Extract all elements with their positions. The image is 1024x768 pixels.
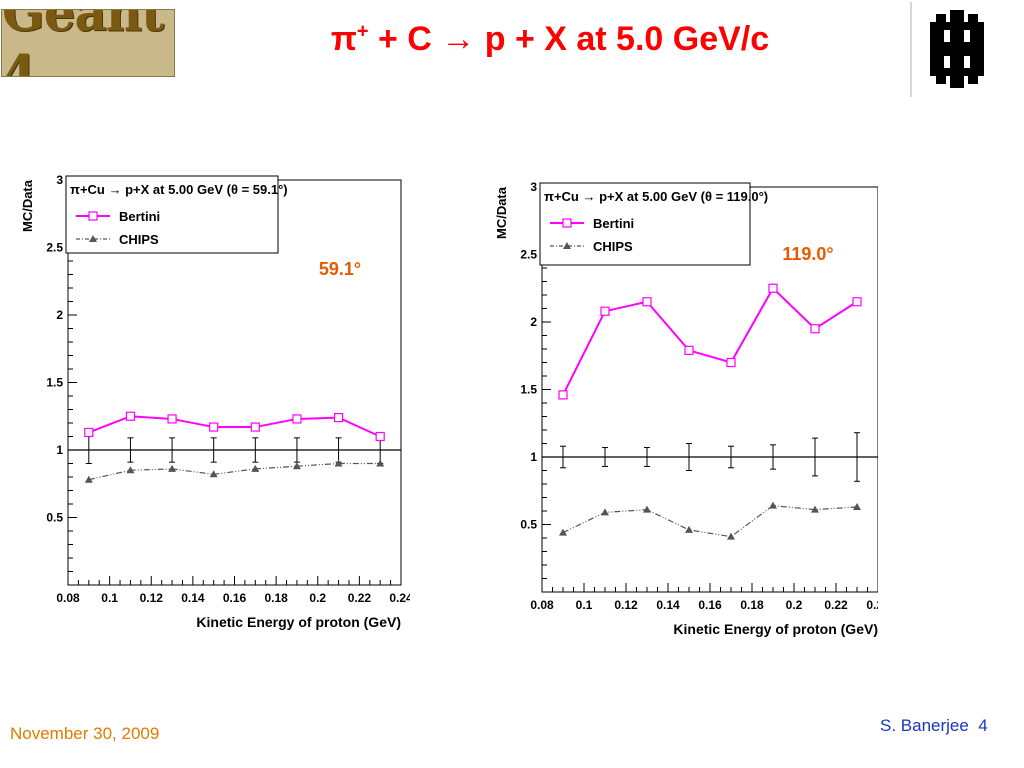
chips-line xyxy=(562,504,858,538)
x-tick-label: 0.18 xyxy=(264,591,288,605)
bertini-point xyxy=(167,414,177,424)
x-tick-label: 0.16 xyxy=(698,598,722,612)
y-tick-label: 1 xyxy=(530,450,537,464)
y-tick-label: 2.5 xyxy=(520,248,537,262)
legend-chips-marker xyxy=(563,242,571,249)
bertini-point xyxy=(642,297,652,307)
x-tick-label: 0.24 xyxy=(866,598,878,612)
x-tick-label: 0.1 xyxy=(576,598,593,612)
x-tick-label: 0.1 xyxy=(101,591,118,605)
bertini-point xyxy=(375,431,385,442)
chips-point xyxy=(334,459,343,467)
x-tick-label: 0.08 xyxy=(56,591,80,605)
chips-point xyxy=(126,466,135,474)
x-tick-label: 0.16 xyxy=(223,591,247,605)
y-tick-label: 3 xyxy=(56,173,63,187)
bertini-point xyxy=(726,357,736,368)
legend-bertini-marker xyxy=(88,211,98,221)
angle-label: 59.1° xyxy=(319,259,361,279)
legend-bertini-marker xyxy=(562,218,572,228)
chips-point xyxy=(168,464,177,472)
x-tick-label: 0.12 xyxy=(140,591,164,605)
chips-point xyxy=(559,528,567,536)
y-tick-label: 0.5 xyxy=(46,511,63,525)
legend-box xyxy=(65,175,279,254)
chips-point xyxy=(376,459,385,467)
chips-point xyxy=(601,508,609,516)
bertini-line xyxy=(562,286,858,396)
y-tick-label: 1 xyxy=(56,443,63,457)
x-tick-label: 0.12 xyxy=(614,598,638,612)
bertini-line xyxy=(88,415,381,438)
legend-title: π+Cu → p+X at 5.00 GeV (θ = 119.0°) xyxy=(544,189,768,204)
x-tick-label: 0.22 xyxy=(348,591,372,605)
bertini-point xyxy=(558,390,568,400)
chips-point xyxy=(292,462,301,470)
title-superscript: + xyxy=(356,20,369,43)
fermilab-logo xyxy=(930,10,984,88)
x-tick-label: 0.14 xyxy=(181,591,205,605)
bertini-point xyxy=(333,413,344,423)
chips-point xyxy=(811,505,819,513)
x-axis-label: Kinetic Energy of proton (GeV) xyxy=(673,621,878,637)
x-tick-label: 0.08 xyxy=(530,598,554,612)
chips-point xyxy=(769,501,777,509)
chips-point xyxy=(727,532,735,540)
y-tick-label: 1.5 xyxy=(46,376,63,390)
x-axis-label: Kinetic Energy of proton (GeV) xyxy=(196,614,401,630)
bertini-point xyxy=(84,427,94,438)
footer-date: November 30, 2009 xyxy=(10,724,160,743)
footer-author: S. Banerjee 4 xyxy=(880,716,988,736)
plot-59: 0.08 0.1 0.12 0.14 0.16 0.18 0.2 0.22 0.24 0.5 1 1.… xyxy=(20,173,410,630)
y-tick-label: 2.5 xyxy=(46,241,63,255)
y-axis-label: MC/Data xyxy=(494,186,509,239)
page-number: 4 xyxy=(978,716,988,735)
y-tick-label: 3 xyxy=(530,180,537,194)
x-tick-label: 0.22 xyxy=(824,598,848,612)
chips-point xyxy=(251,464,260,472)
legend-bertini-label: Bertini xyxy=(593,216,634,231)
y-tick-label: 0.5 xyxy=(520,518,537,532)
chips-point xyxy=(84,475,93,483)
bertini-point xyxy=(600,306,610,316)
legend-chips-label: CHIPS xyxy=(119,232,159,247)
legend-chips-marker xyxy=(89,235,97,242)
title-rest: + C → p + X at 5.0 GeV/c xyxy=(368,20,770,58)
slide-title: π+ + C → p + X at 5.0 GeV/c xyxy=(230,20,870,59)
y-tick-label: 2 xyxy=(56,308,63,322)
header-divider xyxy=(910,2,912,97)
author-name: S. Banerjee xyxy=(880,716,969,735)
bertini-point xyxy=(209,422,219,432)
bertini-point xyxy=(292,414,302,424)
x-tick-label: 0.2 xyxy=(309,591,326,605)
bertini-point xyxy=(810,324,820,334)
chips-point xyxy=(685,525,693,533)
bertini-point xyxy=(684,345,694,355)
x-tick-label: 0.24 xyxy=(389,591,410,605)
chips-point xyxy=(643,505,651,513)
x-tick-label: 0.2 xyxy=(786,598,803,612)
title-pi: π xyxy=(330,20,357,58)
bertini-point xyxy=(125,411,136,421)
bertini-point xyxy=(768,283,778,293)
legend-title: π+Cu → p+X at 5.00 GeV (θ = 59.1°) xyxy=(70,182,288,197)
legend-chips-label: CHIPS xyxy=(593,239,633,254)
geant4-logo: Geant 4 xyxy=(1,9,175,77)
chips-point xyxy=(209,470,218,478)
y-tick-label: 2 xyxy=(530,315,537,329)
legend-bertini-label: Bertini xyxy=(119,209,160,224)
x-tick-label: 0.14 xyxy=(656,598,680,612)
angle-label: 119.0° xyxy=(782,244,833,264)
plot-119: 0.08 0.1 0.12 0.14 0.16 0.18 0.2 0.22 0.24 0.5 1 1.… xyxy=(494,180,878,637)
geant4-logo-text: Geant 4 xyxy=(2,9,164,77)
y-tick-label: 1.5 xyxy=(520,383,537,397)
chips-point xyxy=(853,502,861,510)
x-tick-label: 0.18 xyxy=(740,598,764,612)
bertini-point xyxy=(852,297,862,307)
y-axis-label: MC/Data xyxy=(20,179,35,232)
bertini-point xyxy=(250,422,260,432)
